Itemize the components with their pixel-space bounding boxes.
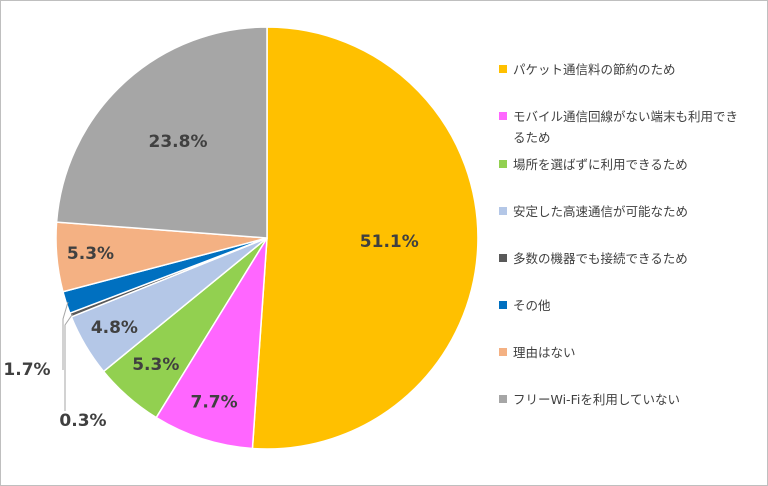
legend-swatch — [499, 395, 507, 403]
leader-line — [62, 301, 69, 370]
data-label: 5.3% — [67, 244, 114, 264]
data-labels: 51.1% 7.7% 5.3% 4.8% 0.3% 1.7% 5.3% 23.8% — [3, 132, 418, 431]
data-label: 23.8% — [149, 132, 208, 152]
legend-swatch — [499, 112, 507, 120]
pie-slices — [55, 26, 479, 450]
legend-label: フリーWi-Fiを利用していない — [513, 392, 680, 407]
legend-swatch — [499, 301, 507, 309]
data-label: 1.7% — [3, 360, 50, 380]
leader-line — [64, 314, 73, 411]
legend-label: モバイル通信回線がない端末も利用できるため — [513, 109, 739, 145]
data-label: 51.1% — [360, 232, 419, 252]
legend-swatch — [499, 160, 507, 168]
data-label: 5.3% — [132, 355, 179, 375]
data-label: 7.7% — [191, 393, 238, 413]
data-label: 0.3% — [59, 411, 106, 431]
legend-label: 安定した高速通信が可能なため — [513, 204, 689, 219]
data-label: 4.8% — [91, 318, 138, 338]
pie-slice — [55, 26, 268, 239]
legend-item-not-using: フリーWi-Fiを利用していない — [499, 389, 749, 410]
legend-item-other: その他 — [499, 295, 749, 316]
legend-item-any-place: 場所を選ばずに利用できるため — [499, 154, 749, 175]
legend-label: パケット通信料の節約のため — [513, 62, 676, 77]
legend-item-stable-speed: 安定した高速通信が可能なため — [499, 201, 749, 222]
legend-item-many-devices: 多数の機器でも接続できるため — [499, 248, 749, 269]
legend-swatch — [499, 207, 507, 215]
legend-item-no-mobile-line: モバイル通信回線がない端末も利用できるため — [499, 106, 749, 148]
legend-item-no-reason: 理由はない — [499, 342, 749, 363]
legend-swatch — [499, 348, 507, 356]
legend-label: 理由はない — [513, 345, 576, 360]
legend-label: 場所を選ばずに利用できるため — [513, 157, 688, 172]
leader-lines — [62, 301, 73, 411]
legend-swatch — [499, 254, 507, 262]
legend-swatch — [499, 65, 507, 73]
pie-slice — [251, 26, 479, 450]
pie-slice — [155, 237, 268, 450]
legend-label: 多数の機器でも接続できるため — [513, 251, 688, 266]
legend: パケット通信料の節約のため モバイル通信回線がない端末も利用できるため 場所を選… — [499, 59, 749, 436]
legend-label: その他 — [513, 298, 551, 313]
legend-item-packet-saving: パケット通信料の節約のため — [499, 59, 749, 80]
